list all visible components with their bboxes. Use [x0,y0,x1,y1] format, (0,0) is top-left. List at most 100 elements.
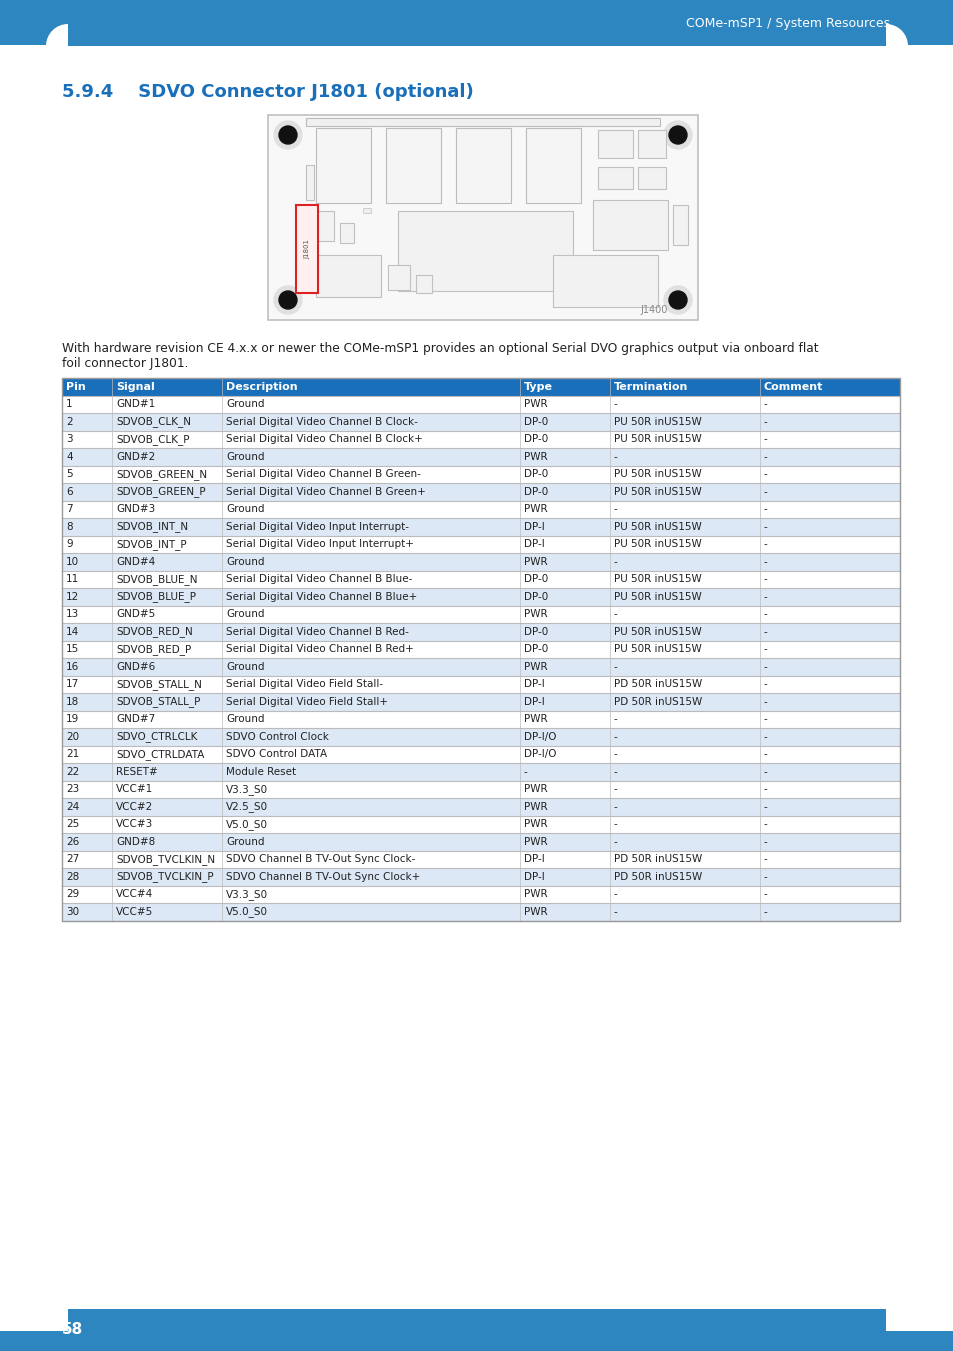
Text: Ground: Ground [226,662,264,671]
Text: PWR: PWR [523,836,547,847]
Text: GND#5: GND#5 [116,609,155,619]
Text: SDVO_CTRLCLK: SDVO_CTRLCLK [116,731,197,742]
Bar [386,128,440,203]
Text: PWR: PWR [523,609,547,619]
Text: Serial Digital Video Channel B Clock-: Serial Digital Video Channel B Clock- [226,416,417,427]
Text: VCC#2: VCC#2 [116,801,153,812]
Text: Serial Digital Video Channel B Clock+: Serial Digital Video Channel B Clock+ [226,434,422,444]
Text: DP-I/O: DP-I/O [523,750,556,759]
Text: PU 50R inUS15W: PU 50R inUS15W [614,416,701,427]
Text: -: - [614,767,618,777]
Text: Serial Digital Video Channel B Blue+: Serial Digital Video Channel B Blue+ [226,592,416,601]
Text: VCC#1: VCC#1 [116,784,153,794]
Text: PWR: PWR [523,784,547,794]
Circle shape [663,122,691,149]
Text: RESET#: RESET# [116,767,157,777]
Text: DP-0: DP-0 [523,469,548,480]
Text: -: - [614,715,618,724]
Text: PD 50R inUS15W: PD 50R inUS15W [614,871,701,882]
Bar [62,885,899,902]
Bar [363,208,371,213]
Text: GND#7: GND#7 [116,715,155,724]
Bar [593,200,667,250]
Text: Serial Digital Video Input Interrupt+: Serial Digital Video Input Interrupt+ [226,539,414,550]
Text: -: - [614,400,618,409]
Text: V2.5_S0: V2.5_S0 [226,801,268,812]
Circle shape [274,122,302,149]
Text: -: - [614,819,618,830]
Text: -: - [763,819,767,830]
Bar [62,517,899,535]
Text: PU 50R inUS15W: PU 50R inUS15W [614,469,701,480]
Bar [62,605,899,623]
Text: Ground: Ground [226,451,264,462]
Text: -: - [763,680,767,689]
Text: 20: 20 [66,732,79,742]
Text: -: - [763,609,767,619]
Text: PD 50R inUS15W: PD 50R inUS15W [614,854,701,865]
Text: Serial Digital Video Field Stall-: Serial Digital Video Field Stall- [226,680,383,689]
Text: VCC#3: VCC#3 [116,819,153,830]
Text: SDVO Control Clock: SDVO Control Clock [226,732,329,742]
Text: DP-0: DP-0 [523,416,548,427]
Text: DP-0: DP-0 [523,592,548,601]
Text: Ground: Ground [226,715,264,724]
Text: -: - [763,592,767,601]
Text: 1: 1 [66,400,72,409]
Text: J1400: J1400 [639,305,667,315]
Text: PWR: PWR [523,819,547,830]
Text: -: - [763,715,767,724]
Text: V3.3_S0: V3.3_S0 [226,784,268,794]
Bar [525,128,580,203]
Text: foil connector J1801.: foil connector J1801. [62,357,189,370]
Text: GND#8: GND#8 [116,836,155,847]
Bar [388,265,410,290]
Text: -: - [614,504,618,515]
Text: -: - [614,801,618,812]
Text: PWR: PWR [523,557,547,567]
Bar [62,449,899,466]
Text: 8: 8 [66,521,72,532]
Text: 15: 15 [66,644,79,654]
Text: Module Reset: Module Reset [226,767,295,777]
Wedge shape [885,24,907,46]
Wedge shape [46,1309,68,1331]
Circle shape [668,126,686,145]
Text: PU 50R inUS15W: PU 50R inUS15W [614,644,701,654]
Text: GND#2: GND#2 [116,451,155,462]
Text: SDVOB_BLUE_P: SDVOB_BLUE_P [116,592,195,603]
Bar [62,623,899,640]
Bar [315,128,371,203]
Bar [62,658,899,676]
Text: Pin: Pin [66,382,86,392]
Text: -: - [763,627,767,636]
Bar [62,816,899,834]
Text: Termination: Termination [614,382,688,392]
Bar [598,168,633,189]
Text: -: - [763,697,767,707]
Circle shape [668,290,686,309]
Text: DP-0: DP-0 [523,627,548,636]
Bar [62,851,899,867]
Text: 29: 29 [66,889,79,900]
Text: Type: Type [523,382,553,392]
Text: -: - [763,539,767,550]
Bar [62,500,899,517]
Bar [62,588,899,605]
Circle shape [663,286,691,313]
Text: 3: 3 [66,434,72,444]
Text: SDVO_CTRLDATA: SDVO_CTRLDATA [116,748,204,759]
Text: DP-0: DP-0 [523,486,548,497]
Text: -: - [763,451,767,462]
Bar [62,466,899,484]
Text: -: - [763,644,767,654]
Bar [62,570,899,588]
Text: 4: 4 [66,451,72,462]
Text: -: - [614,662,618,671]
Text: -: - [763,836,767,847]
Text: -: - [763,504,767,515]
Text: -: - [614,750,618,759]
Text: -: - [763,767,767,777]
Text: 21: 21 [66,750,79,759]
Text: PWR: PWR [523,400,547,409]
